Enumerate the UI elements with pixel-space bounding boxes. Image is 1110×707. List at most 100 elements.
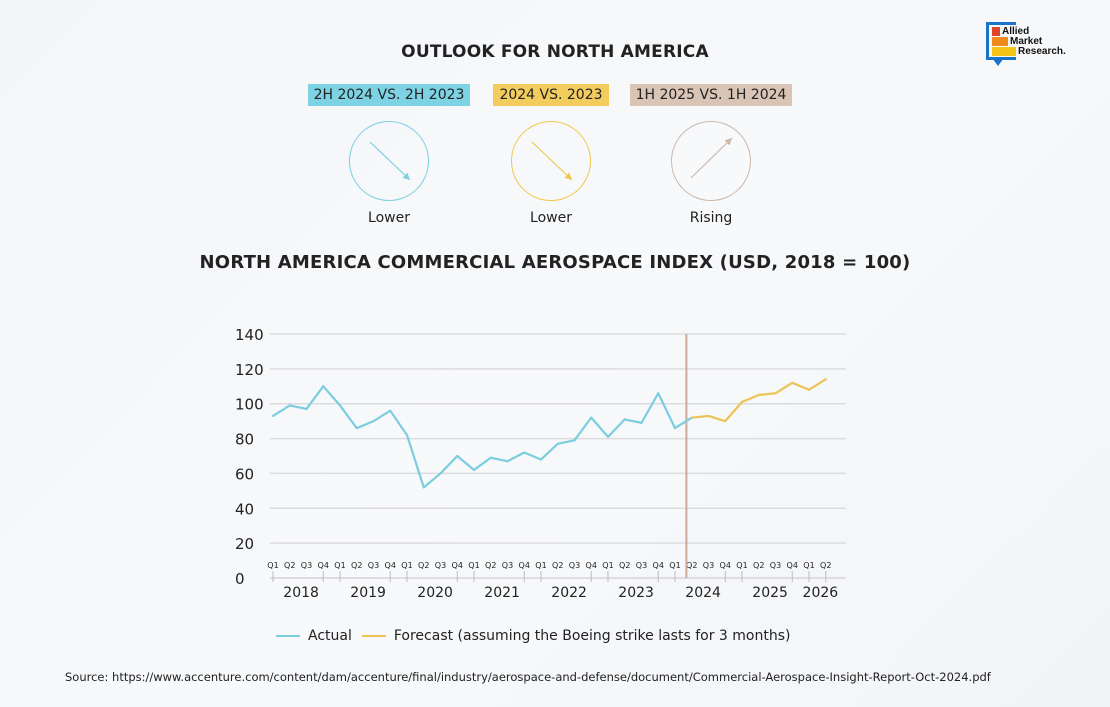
chart-legend: Actual Forecast (assuming the Boeing str… <box>276 628 800 644</box>
allied-market-research-logo: Allied Market Research. <box>986 22 1076 68</box>
series-forecast-line <box>691 378 827 423</box>
quarter-tick-label: Q4 <box>318 561 329 570</box>
actual-data-point <box>372 420 375 423</box>
actual-data-point <box>271 414 275 418</box>
year-label: 2019 <box>350 585 386 601</box>
logo-text-line-3: Research. <box>1018 46 1066 57</box>
quarter-tick-label: Q3 <box>569 561 580 570</box>
quarter-tick-label: Q3 <box>368 561 379 570</box>
actual-data-point <box>472 468 476 472</box>
legend-swatch-actual <box>276 635 300 637</box>
logo-text-line-1: Allied <box>1002 26 1030 37</box>
logo-bar-orange <box>992 37 1008 46</box>
actual-data-point <box>673 427 677 430</box>
quarter-tick-label: Q1 <box>803 561 814 570</box>
actual-data-point <box>523 451 526 454</box>
gauge-dial <box>511 121 591 201</box>
quarter-tick-label: Q4 <box>787 561 798 570</box>
actual-data-point <box>456 454 459 458</box>
actual-data-point <box>355 427 358 430</box>
y-tick-label: 20 <box>235 535 254 553</box>
legend-label-forecast: Forecast (assuming the Boeing strike las… <box>393 628 791 644</box>
y-tick-label: 100 <box>235 396 264 414</box>
actual-data-point <box>439 472 442 475</box>
quarter-tick-label: Q3 <box>502 561 513 570</box>
legend-label-actual: Actual <box>308 628 352 644</box>
actual-data-point <box>606 435 610 438</box>
quarter-tick-label: Q4 <box>720 561 731 570</box>
gauge-2024: 2024 VS. 2023 Lower <box>466 84 636 226</box>
quarter-tick-label: Q2 <box>820 561 831 570</box>
gauge-dial <box>671 121 751 201</box>
gauge-badge: 2H 2024 VS. 2H 2023 <box>307 84 471 106</box>
quarter-tick-label: Q3 <box>435 561 446 570</box>
quarter-tick-label: Q3 <box>703 561 714 570</box>
quarter-tick-label: Q2 <box>418 561 429 570</box>
quarter-tick-label: Q4 <box>452 561 463 570</box>
gauge-label: Rising <box>689 210 733 226</box>
forecast-data-point <box>740 400 744 404</box>
quarter-tick-label: Q1 <box>602 561 613 570</box>
chart-title: NORTH AMERICA COMMERCIAL AEROSPACE INDEX… <box>199 252 911 273</box>
actual-data-point <box>556 442 559 445</box>
year-label: 2024 <box>685 585 721 601</box>
actual-data-point <box>405 433 409 437</box>
quarter-tick-label: Q2 <box>284 561 295 570</box>
forecast-data-point <box>757 393 760 397</box>
y-tick-label: 0 <box>235 570 245 588</box>
source-citation: Source: https://www.accenture.com/conten… <box>65 670 991 684</box>
quarter-tick-label: Q4 <box>586 561 597 570</box>
legend-item-forecast: Forecast (assuming the Boeing strike las… <box>361 628 791 644</box>
legend-item-actual: Actual <box>276 628 352 644</box>
gauge-1h-2025: 1H 2025 VS. 1H 2024 Rising <box>626 84 796 226</box>
quarter-tick-label: Q2 <box>552 561 563 570</box>
quarter-tick-label: Q1 <box>736 561 747 570</box>
logo-bar-yellow <box>992 47 1016 56</box>
gauge-dial <box>349 121 429 201</box>
arrow-down-right-icon <box>531 141 573 181</box>
actual-data-point <box>288 404 291 407</box>
logo-text-line-2: Market <box>1010 36 1043 47</box>
actual-data-point <box>305 407 308 411</box>
year-label: 2022 <box>551 585 587 601</box>
quarter-tick-label: Q3 <box>636 561 647 570</box>
actual-data-point <box>539 458 543 461</box>
actual-data-point <box>506 460 509 463</box>
actual-data-point <box>573 439 576 442</box>
y-tick-label: 80 <box>235 431 254 449</box>
year-label: 2025 <box>752 585 788 601</box>
quarter-tick-label: Q1 <box>267 561 278 570</box>
series-actual-line <box>272 385 693 489</box>
gauge-2h-2024: 2H 2024 VS. 2H 2023 Lower <box>304 84 474 226</box>
y-tick-label: 140 <box>235 326 264 344</box>
quarter-tick-label: Q1 <box>401 561 412 570</box>
logo-bar-red <box>992 27 1000 36</box>
forecast-data-point <box>707 414 710 418</box>
quarter-tick-label: Q1 <box>535 561 546 570</box>
actual-data-point <box>590 416 593 419</box>
forecast-data-point <box>774 392 777 395</box>
outlook-title: OUTLOOK FOR NORTH AMERICA <box>401 42 709 62</box>
gauge-badge: 1H 2025 VS. 1H 2024 <box>629 84 793 106</box>
actual-data-point <box>657 392 660 395</box>
year-label: 2023 <box>618 585 654 601</box>
logo-speech-tail <box>992 58 1004 66</box>
gauge-badge: 2024 VS. 2023 <box>493 84 609 106</box>
y-tick-label: 60 <box>235 465 254 483</box>
quarter-tick-label: Q4 <box>653 561 664 570</box>
forecast-data-point <box>807 388 811 391</box>
y-tick-label: 40 <box>235 500 254 518</box>
actual-data-point <box>640 421 643 424</box>
quarter-tick-label: Q2 <box>485 561 496 570</box>
quarter-tick-label: Q4 <box>385 561 396 570</box>
quarter-tick-label: Q2 <box>686 561 697 570</box>
year-label: 2026 <box>803 585 839 601</box>
forecast-data-point <box>724 420 727 423</box>
quarter-tick-label: Q2 <box>351 561 362 570</box>
legend-swatch-forecast <box>361 635 386 637</box>
quarter-tick-label: Q1 <box>334 561 345 570</box>
arrow-up-right-icon <box>690 137 733 179</box>
actual-data-point <box>623 418 626 421</box>
y-tick-label: 120 <box>235 361 264 379</box>
